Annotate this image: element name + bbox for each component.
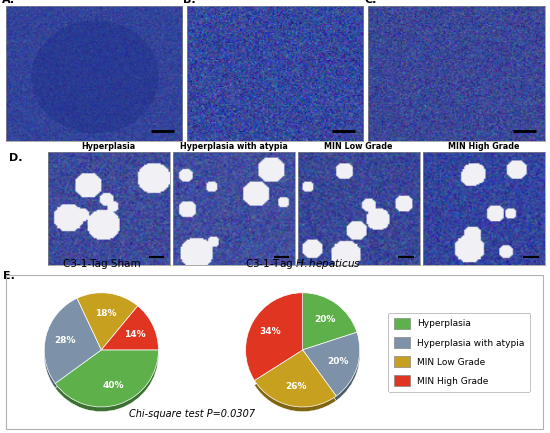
Text: 20%: 20% — [327, 357, 349, 366]
Title: MIN Low Grade: MIN Low Grade — [324, 142, 393, 151]
Title: Hyperplasia: Hyperplasia — [82, 142, 136, 151]
Wedge shape — [44, 298, 101, 384]
Text: 26%: 26% — [285, 382, 306, 391]
Text: 20%: 20% — [314, 315, 335, 324]
Text: 34%: 34% — [259, 327, 281, 336]
Text: Chi-square test P=0.0307: Chi-square test P=0.0307 — [129, 408, 256, 419]
Text: C.: C. — [364, 0, 377, 5]
Wedge shape — [44, 303, 101, 388]
Wedge shape — [77, 293, 138, 350]
Legend: Hyperplasia, Hyperplasia with atypia, MIN Low Grade, MIN High Grade: Hyperplasia, Hyperplasia with atypia, MI… — [388, 313, 530, 392]
Wedge shape — [55, 355, 158, 411]
Wedge shape — [55, 350, 158, 407]
Text: 28%: 28% — [54, 336, 76, 345]
Title: Hyperplasia with atypia: Hyperplasia with atypia — [180, 142, 288, 151]
Wedge shape — [101, 306, 158, 350]
Text: A.: A. — [2, 0, 15, 5]
Text: D.: D. — [9, 153, 23, 163]
Wedge shape — [255, 355, 336, 411]
Title: MIN High Grade: MIN High Grade — [448, 142, 519, 151]
Text: 18%: 18% — [95, 309, 117, 317]
Text: E.: E. — [3, 271, 15, 281]
Title: C3-1-Tag $\it{H. hepaticus}$: C3-1-Tag $\it{H. hepaticus}$ — [245, 257, 361, 271]
Text: B.: B. — [183, 0, 196, 5]
Wedge shape — [255, 350, 336, 407]
Wedge shape — [302, 293, 357, 350]
Text: 40%: 40% — [102, 381, 124, 390]
Title: C3-1-Tag Sham: C3-1-Tag Sham — [63, 259, 140, 269]
Wedge shape — [302, 332, 360, 396]
Wedge shape — [302, 337, 360, 401]
Wedge shape — [245, 293, 302, 381]
Text: 14%: 14% — [124, 330, 146, 339]
